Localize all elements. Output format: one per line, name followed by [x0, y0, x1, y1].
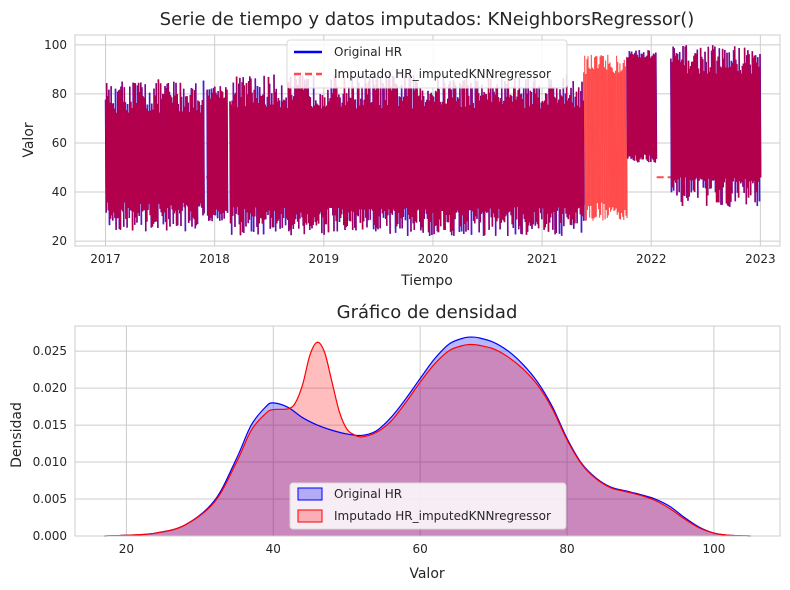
ts-x-tick-label: 2020	[418, 252, 449, 266]
time-series-y-ticks: 20 40 60 80 100	[44, 38, 67, 248]
density-y-ticks: 0.000 0.005 0.010 0.015 0.020 0.025	[33, 344, 67, 543]
time-series-frame	[74, 34, 781, 247]
ts-y-tick-label: 60	[52, 136, 67, 150]
density-legend: Original HR Imputado HR_imputedKNNregres…	[289, 482, 567, 530]
ts-y-tick-label: 40	[52, 185, 67, 199]
ts-x-tick-label: 2022	[636, 252, 667, 266]
ts-y-tick-label: 80	[52, 87, 67, 101]
time-series-legend-box	[286, 39, 568, 89]
kde-x-tick-label: 60	[413, 542, 428, 556]
legend-original-label: Original HR	[334, 45, 402, 59]
time-series-legend: Original HR Imputado HR_imputedKNNregres…	[286, 39, 568, 89]
legend-imputed-patch	[297, 509, 323, 523]
ts-x-tick-label: 2023	[745, 252, 776, 266]
kde-x-tick-label: 40	[266, 542, 281, 556]
density-legend-imputed-label: Imputado HR_imputedKNNregressor	[334, 509, 551, 523]
kde-y-tick-label: 0.010	[33, 455, 67, 469]
density-plot-area	[104, 336, 751, 537]
kde-y-tick-label: 0.005	[33, 492, 67, 506]
legend-imputed-label: Imputado HR_imputedKNNregressor	[334, 67, 551, 81]
time-series-x-label: Tiempo	[400, 273, 453, 289]
density-frame	[74, 325, 781, 537]
density-x-label: Valor	[409, 566, 445, 582]
time-series-plot-area	[104, 45, 762, 237]
overlap-series-segment	[626, 50, 657, 163]
overlap-series-segment	[670, 45, 762, 207]
overlap-series-segment	[229, 74, 585, 237]
kde-y-tick-label: 0.025	[33, 344, 67, 358]
ts-y-tick-label: 20	[52, 234, 67, 248]
ts-x-tick-label: 2019	[309, 252, 340, 266]
original-density-line	[104, 336, 751, 537]
density-chart: Gráfico de densidad 20 40 60 80 100 0.0000.0…	[9, 302, 781, 582]
density-legend-original-label: Original HR	[334, 487, 402, 501]
ts-x-tick-label: 2018	[199, 252, 230, 266]
legend-original-patch	[297, 487, 323, 501]
kde-y-tick-label: 0.000	[33, 529, 67, 543]
original-density-area	[104, 337, 751, 536]
time-series-x-ticks: 2017 2018 2019 2020 2021 2022 2023	[90, 252, 775, 266]
density-title: Gráfico de densidad	[337, 302, 518, 323]
ts-x-tick-label: 2017	[90, 252, 121, 266]
time-series-y-label: Valor	[21, 122, 37, 158]
density-x-ticks: 20 40 60 80 100	[119, 542, 726, 556]
imputed-density-line	[104, 341, 751, 537]
overlap-series-segment	[105, 79, 205, 232]
time-series-title: Serie de tiempo y datos imputados: KNeig…	[160, 9, 695, 30]
ts-y-tick-label: 100	[44, 38, 67, 52]
density-y-label: Densidad	[9, 402, 25, 468]
kde-y-tick-label: 0.015	[33, 418, 67, 432]
time-series-chart: Serie de tiempo y datos imputados: KNeig…	[21, 9, 781, 289]
kde-x-tick-label: 100	[702, 542, 725, 556]
kde-x-tick-label: 80	[559, 542, 574, 556]
imputed-density-area	[104, 342, 751, 536]
kde-y-tick-label: 0.020	[33, 381, 67, 395]
ts-x-tick-label: 2021	[527, 252, 558, 266]
kde-x-tick-label: 20	[119, 542, 134, 556]
overlap-series-segment	[206, 86, 229, 222]
density-legend-box	[289, 482, 567, 530]
